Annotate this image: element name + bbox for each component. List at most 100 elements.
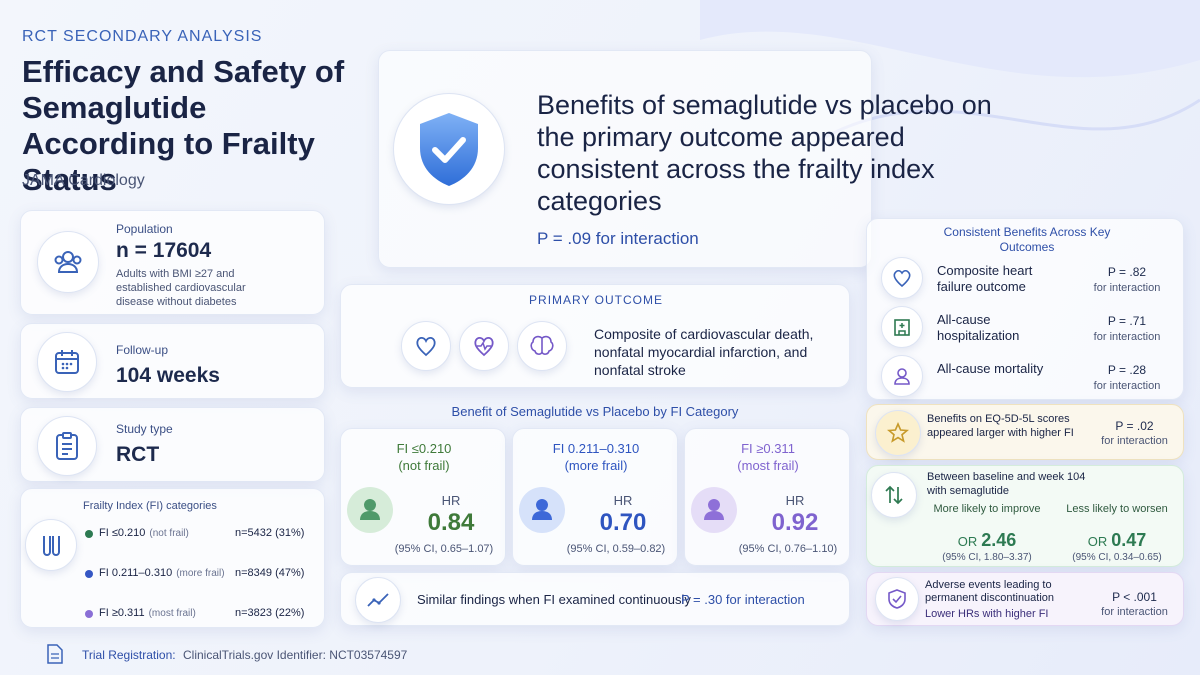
- pulse-icon: [459, 321, 509, 371]
- hr-ci: (95% CI, 0.76–1.10): [738, 543, 838, 555]
- category-note: (not frail): [149, 528, 189, 539]
- fi-note: (most frail): [737, 458, 799, 473]
- section-title: Benefit of Semaglutide vs Placebo by FI …: [451, 404, 739, 419]
- p-value: P = .28: [1107, 363, 1147, 377]
- hr-label: HR: [441, 493, 461, 508]
- or-ci: (95% CI, 1.80–3.37): [942, 552, 1032, 563]
- value: 104 weeks: [116, 364, 220, 387]
- description: Adults with BMI ≥27 and established card…: [116, 268, 246, 308]
- category-count: n=8349 (47%): [235, 567, 305, 579]
- label: Follow-up: [116, 343, 169, 357]
- adverse-note: Lower HRs with higher FI: [925, 608, 1049, 620]
- star-icon: [875, 410, 921, 456]
- p-note: for interaction: [1101, 606, 1168, 618]
- label: Population: [116, 222, 173, 236]
- person-icon: [347, 487, 393, 533]
- hr-label: HR: [613, 493, 633, 508]
- brain-icon: [517, 321, 567, 371]
- bullet: [85, 610, 93, 618]
- follow-up-card: Follow-up 104 weeks: [20, 323, 325, 399]
- outcome-icon: [881, 306, 923, 348]
- outcome-icon: [881, 257, 923, 299]
- or-label: OR: [957, 534, 978, 549]
- outcome-icon: [881, 355, 923, 397]
- section-title: Consistent Benefits Across Key Outcomes: [943, 225, 1111, 254]
- category-count: n=5432 (31%): [235, 527, 305, 539]
- p-value: P = .71: [1107, 314, 1147, 328]
- outcome-label: Composite heart failure outcome: [937, 263, 1033, 294]
- hero-card: Benefits of semaglutide vs placebo on th…: [378, 50, 992, 268]
- hr-value: 0.92: [771, 509, 819, 536]
- shield-check-icon: [875, 577, 919, 621]
- icon: [37, 231, 99, 293]
- or-value: 2.46: [981, 530, 1017, 550]
- outcome-label: All-cause hospitalization: [937, 312, 1020, 343]
- journal: JAMA Cardiology: [22, 172, 145, 189]
- footer-label: Trial Registration:: [82, 648, 176, 662]
- category-note: (more frail): [176, 568, 225, 579]
- bullet: [85, 570, 93, 578]
- fi-label: FI ≤0.210: [396, 441, 452, 456]
- or-label: OR: [1087, 534, 1108, 549]
- p-note: for interaction: [1093, 331, 1161, 343]
- change-card: Between baseline and week 104 with semag…: [866, 465, 1184, 567]
- hr-ci: (95% CI, 0.65–1.07): [394, 543, 494, 555]
- trend-icon: [355, 577, 401, 623]
- eq5d-card: Benefits on EQ-5D-5L scores appeared lar…: [866, 404, 1184, 460]
- hr-value: 0.70: [599, 509, 647, 536]
- icon: [37, 416, 97, 476]
- continuous-p: P = .30 for interaction: [681, 592, 805, 607]
- category-label: FI 0.211–0.310 (more frail): [99, 567, 225, 579]
- fi-note: (more frail): [564, 458, 628, 473]
- study-type-card: Study type RCT: [20, 407, 325, 482]
- hr-ci: (95% CI, 0.59–0.82): [566, 543, 666, 555]
- fi-card: FI ≤0.210 (not frail) HR 0.84 (95% CI, 0.65–…: [340, 428, 506, 566]
- icon: [25, 519, 77, 571]
- hero-statement: Benefits of semaglutide vs placebo on th…: [537, 90, 992, 216]
- outcome-description: Composite of cardiovascular death, nonfa…: [594, 326, 814, 378]
- bullet: [85, 530, 93, 538]
- adverse-card: Adverse events leading to permanent disc…: [866, 572, 1184, 626]
- adverse-title: Adverse events leading to permanent disc…: [925, 579, 1055, 604]
- footer-text: ClinicalTrials.gov Identifier: NCT035745…: [183, 648, 408, 662]
- p-value: P < .001: [1112, 590, 1157, 604]
- hero-p-value: P = .09 for interaction: [537, 229, 699, 248]
- change-title: Between baseline and week 104 with semag…: [927, 471, 1086, 497]
- doc-icon: [47, 644, 63, 664]
- fi-card: FI 0.211–0.310 (more frail) HR 0.70 (95% CI,…: [512, 428, 678, 566]
- title: Efficacy and Safety of Semaglutide Accor…: [22, 54, 345, 197]
- or-row: OR 2.46: [922, 530, 1052, 551]
- change-label: More likely to improve: [933, 503, 1041, 515]
- or-row: OR 0.47: [1052, 530, 1182, 551]
- person-icon: [691, 487, 737, 533]
- heart-icon: [401, 321, 451, 371]
- category-label: FI ≥0.311 (most frail): [99, 607, 196, 619]
- icon: [37, 332, 97, 392]
- p-value: P = .02: [1115, 419, 1154, 433]
- p-note: for interaction: [1101, 435, 1168, 447]
- fi-card: FI ≥0.311 (most frail) HR 0.92 (95% CI, 0.76…: [684, 428, 850, 566]
- shield-icon: [393, 93, 505, 205]
- fi-label: FI 0.211–0.310: [552, 441, 640, 456]
- hr-value: 0.84: [427, 509, 475, 536]
- p-value: P = .82: [1107, 265, 1147, 279]
- change-label: Less likely to worsen: [1066, 503, 1168, 515]
- kicker: RCT SECONDARY ANALYSIS: [22, 28, 263, 45]
- outcome-label: All-cause mortality: [937, 361, 1044, 376]
- population-card: Population n = 17604 Adults with BMI ≥27…: [20, 210, 325, 315]
- p-note: for interaction: [1093, 380, 1161, 392]
- eq5d-text: Benefits on EQ-5D-5L scores appeared lar…: [927, 413, 1074, 439]
- category-label: FI ≤0.210 (not frail): [99, 527, 189, 539]
- value: RCT: [116, 443, 160, 466]
- hr-label: HR: [785, 493, 805, 508]
- continuous-text: Similar findings when FI examined contin…: [417, 592, 691, 607]
- or-ci: (95% CI, 0.34–0.65): [1072, 552, 1162, 563]
- frailty-card: Frailty Index (FI) categories FI ≤0.210(…: [20, 488, 325, 628]
- category-count: n=3823 (22%): [235, 607, 305, 619]
- primary-outcome-card: PRIMARY OUTCOME Composite of cardiovascu…: [340, 284, 850, 388]
- frailty-title: Frailty Index (FI) categories: [83, 500, 217, 512]
- category-note: (most frail): [148, 608, 196, 619]
- fi-note: (not frail): [398, 458, 450, 473]
- p-note: for interaction: [1093, 282, 1161, 294]
